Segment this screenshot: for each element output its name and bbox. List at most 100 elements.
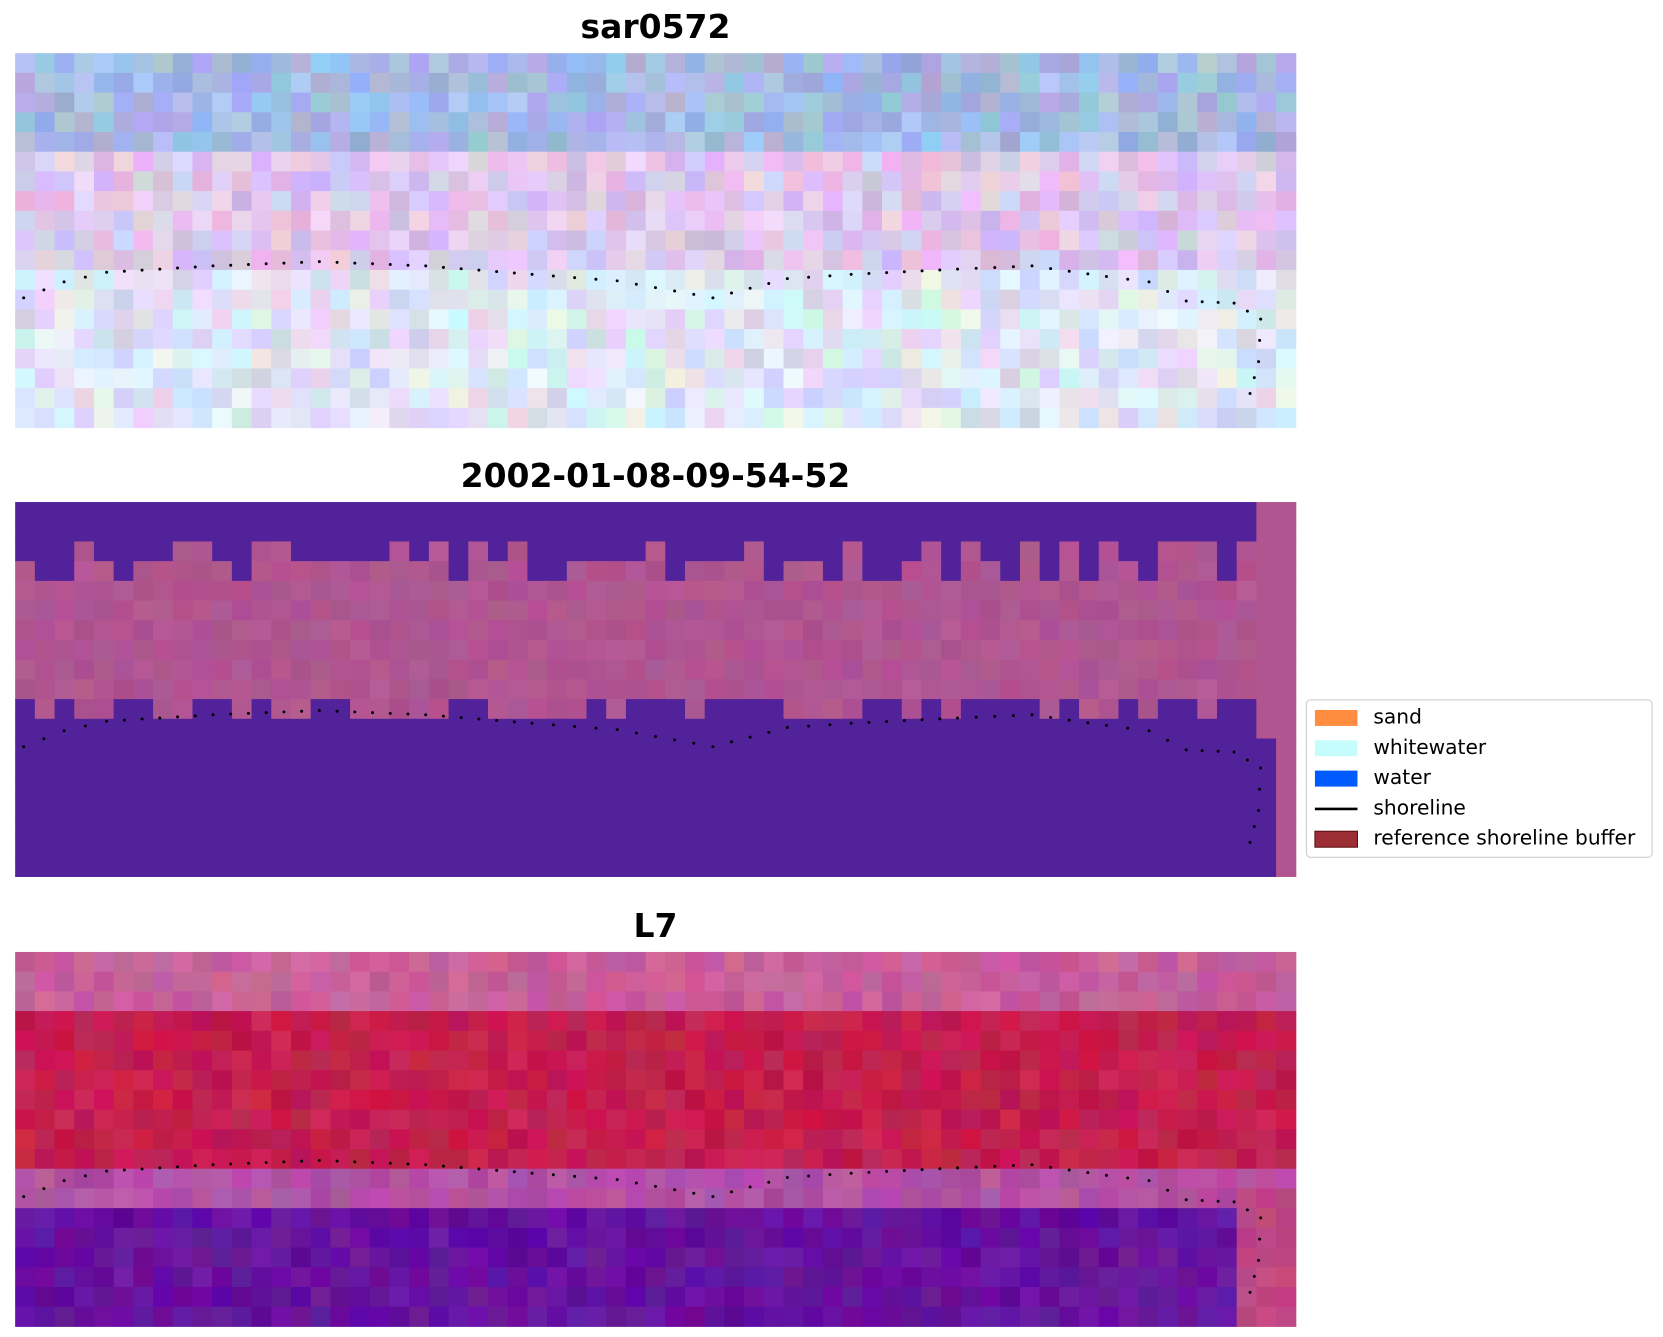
pixel xyxy=(1197,1247,1218,1268)
pixel xyxy=(665,758,686,779)
pixel xyxy=(527,797,548,818)
pixel xyxy=(1098,659,1119,680)
pixel xyxy=(921,1227,942,1249)
pixel xyxy=(271,971,292,992)
pixel xyxy=(980,53,1001,74)
pixel xyxy=(310,1168,331,1189)
shoreline-dot xyxy=(477,717,481,721)
pixel xyxy=(34,817,56,838)
pixel xyxy=(1236,1267,1257,1288)
pixel xyxy=(409,502,430,523)
pixel xyxy=(1236,1227,1257,1249)
pixel xyxy=(74,837,95,858)
pixel xyxy=(34,1149,56,1170)
pixel xyxy=(330,777,351,799)
pixel xyxy=(1157,1188,1179,1209)
pixel xyxy=(1197,777,1218,799)
pixel xyxy=(330,1030,351,1052)
pixel xyxy=(1236,72,1257,94)
pixel xyxy=(606,1188,627,1209)
pixel xyxy=(488,329,509,350)
pixel xyxy=(409,1149,430,1170)
pixel xyxy=(1256,1286,1277,1308)
pixel xyxy=(93,971,115,992)
pixel xyxy=(488,289,509,310)
pixel xyxy=(645,1070,666,1091)
pixel xyxy=(34,837,56,858)
pixel xyxy=(212,171,233,192)
pixel xyxy=(1079,1188,1100,1209)
pixel xyxy=(1276,679,1297,700)
pixel xyxy=(428,1070,450,1091)
pixel xyxy=(1276,132,1297,153)
pixel xyxy=(153,1129,174,1150)
pixel xyxy=(1098,856,1119,877)
pixel xyxy=(1000,230,1021,251)
pixel xyxy=(665,620,686,641)
pixel xyxy=(34,72,56,94)
pixel xyxy=(330,502,351,523)
pixel xyxy=(744,718,765,740)
pixel xyxy=(1019,817,1041,838)
pixel xyxy=(1197,171,1218,192)
pixel xyxy=(212,72,233,94)
pixel xyxy=(1098,777,1119,799)
pixel xyxy=(941,388,962,409)
pixel xyxy=(822,561,844,582)
pixel xyxy=(350,407,371,429)
pixel xyxy=(1256,738,1277,759)
pixel xyxy=(1000,659,1021,680)
pixel xyxy=(704,971,725,992)
pixel xyxy=(803,151,824,172)
pixel xyxy=(290,600,312,621)
pixel xyxy=(74,151,95,172)
pixel xyxy=(350,368,371,389)
pixel xyxy=(251,210,272,232)
pixel xyxy=(1216,1227,1238,1249)
pixel xyxy=(941,269,962,291)
pixel xyxy=(448,407,469,429)
pixel xyxy=(1118,171,1139,192)
pixel xyxy=(724,561,745,582)
pixel xyxy=(153,738,174,759)
pixel xyxy=(1276,1247,1297,1268)
pixel xyxy=(34,1188,56,1209)
pixel xyxy=(1039,171,1060,192)
pixel xyxy=(113,817,134,838)
pixel xyxy=(271,817,292,838)
pixel xyxy=(54,1089,75,1111)
pixel xyxy=(980,1089,1001,1111)
shoreline-dot xyxy=(807,275,811,279)
pixel xyxy=(409,541,430,562)
pixel xyxy=(1098,738,1119,759)
pixel xyxy=(409,738,430,759)
pixel xyxy=(113,699,134,720)
pixel xyxy=(842,600,863,621)
pixel xyxy=(468,388,489,409)
pixel xyxy=(645,1306,666,1327)
pixel xyxy=(34,600,56,621)
pixel xyxy=(231,407,253,429)
shoreline-dot xyxy=(83,1174,87,1178)
pixel xyxy=(133,1286,154,1308)
pixel xyxy=(54,407,75,429)
pixel xyxy=(468,659,489,680)
pixel xyxy=(389,1050,410,1071)
shoreline-dot xyxy=(158,267,162,271)
pixel xyxy=(1118,758,1139,779)
pixel xyxy=(251,718,272,740)
pixel xyxy=(1039,1149,1060,1170)
pixel xyxy=(212,1247,233,1268)
pixel xyxy=(251,132,272,153)
pixel xyxy=(941,329,962,350)
pixel xyxy=(862,620,883,641)
pixel xyxy=(803,580,824,602)
pixel xyxy=(901,72,922,94)
pixel xyxy=(901,230,922,251)
pixel xyxy=(409,580,430,602)
pixel xyxy=(15,738,36,759)
shoreline-dot xyxy=(62,280,66,284)
pixel xyxy=(1059,777,1080,799)
pixel xyxy=(409,210,430,232)
pixel xyxy=(724,1129,745,1150)
